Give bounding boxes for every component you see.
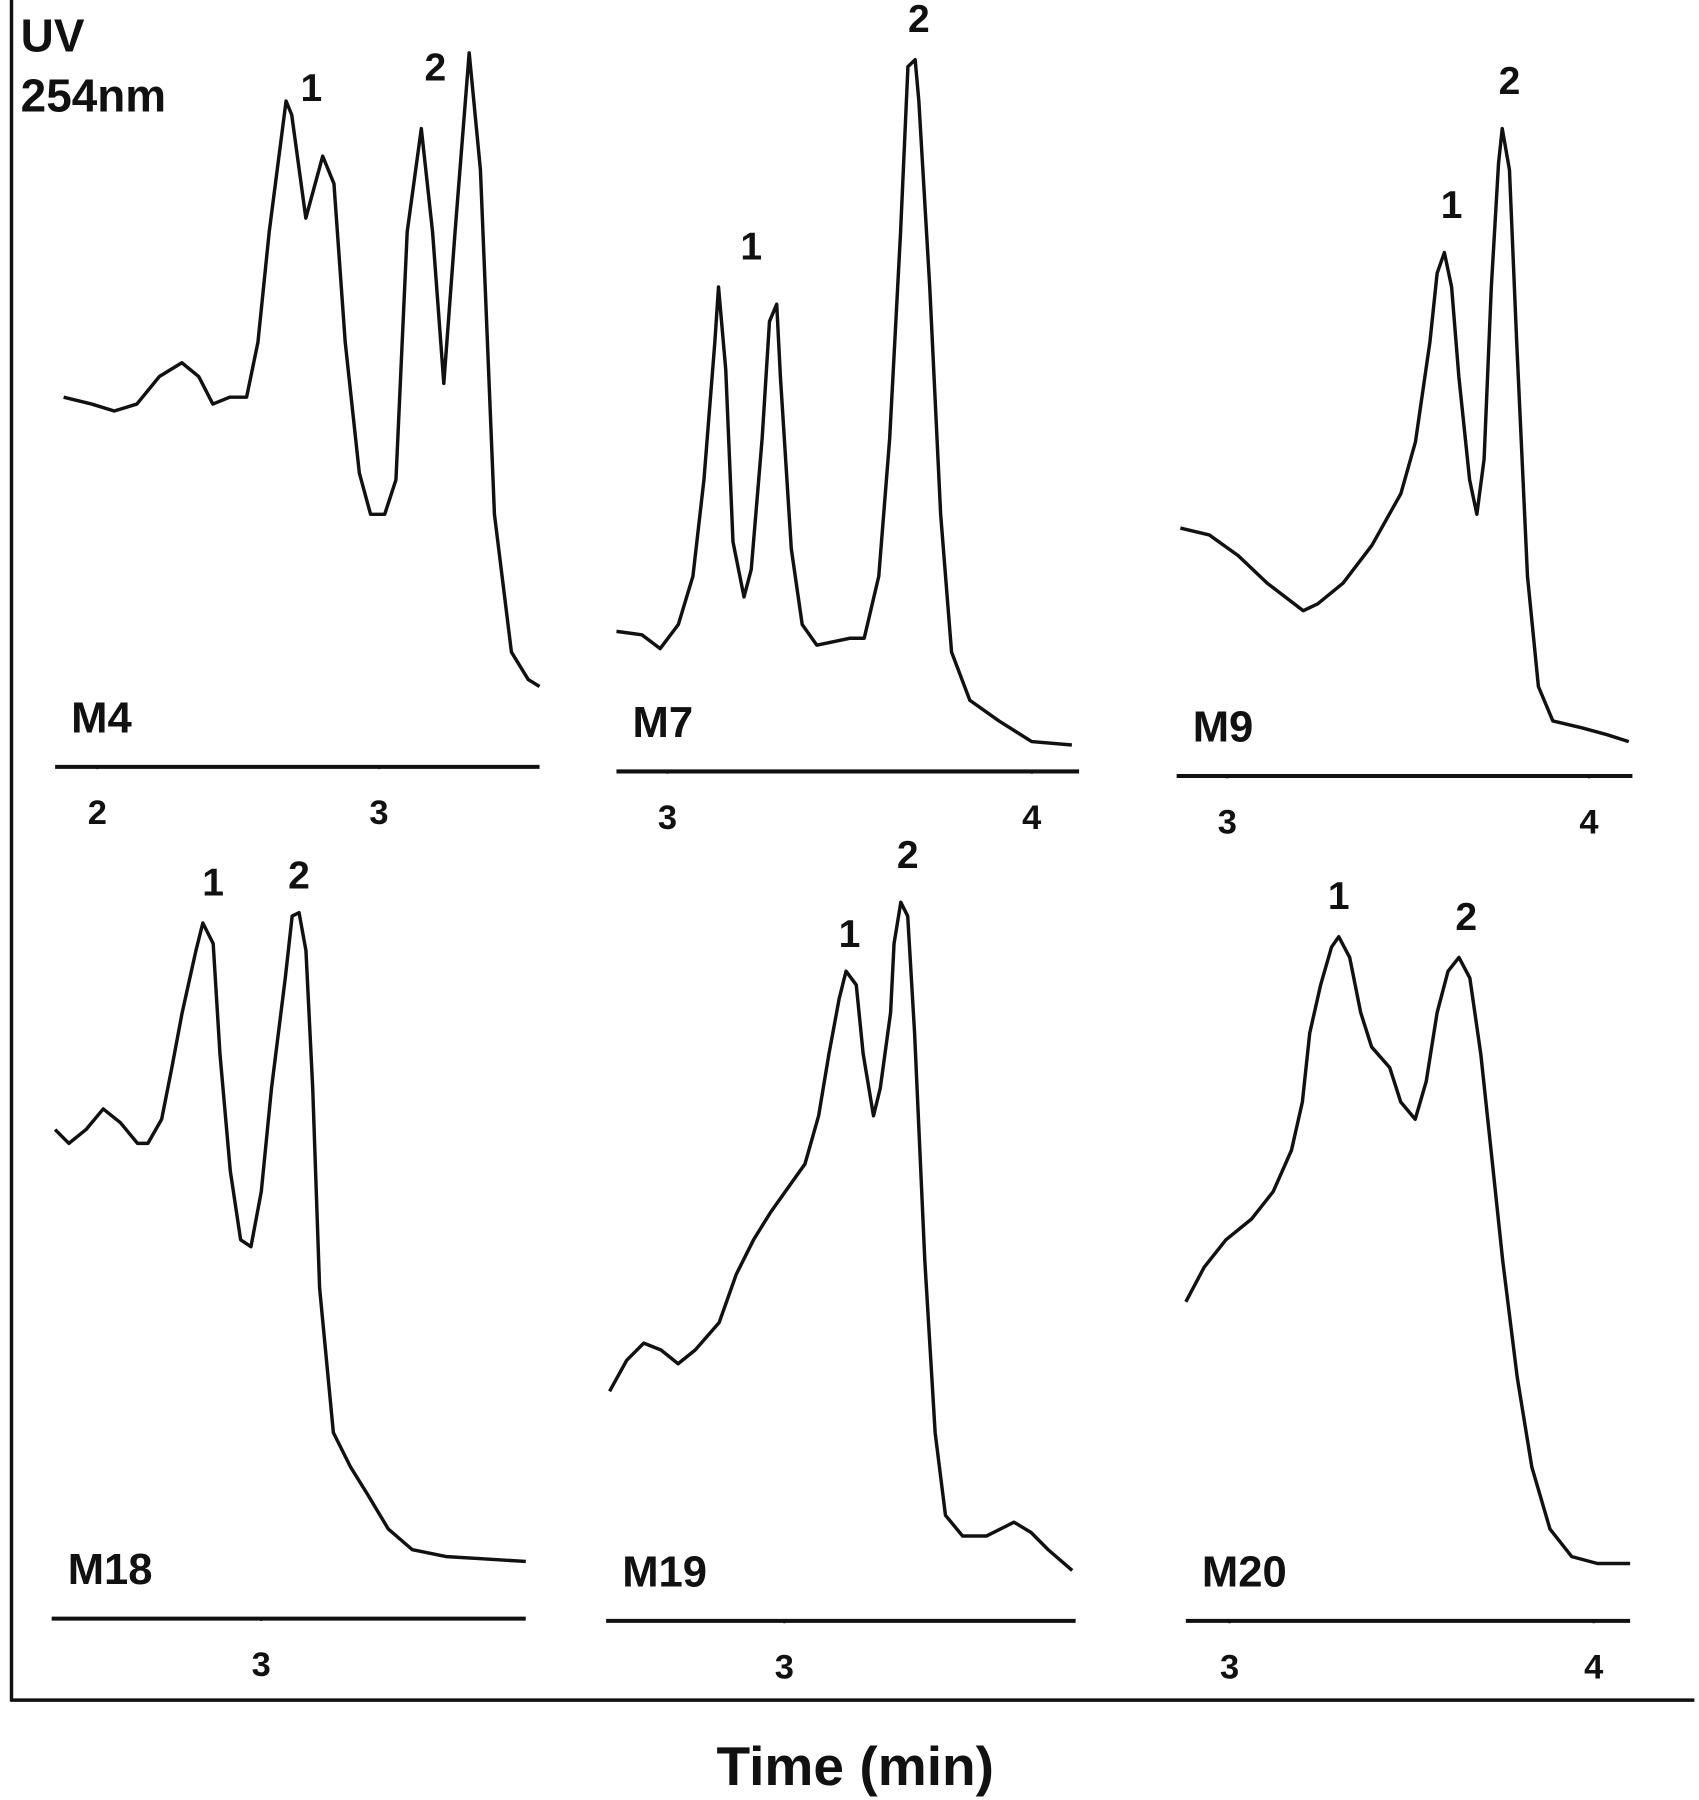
x-label: Time (min): [716, 1735, 994, 1797]
x-tick-label: 3: [369, 794, 388, 832]
panel-label: M20: [1202, 1548, 1287, 1596]
peak-label: 2: [908, 0, 930, 41]
peak-label: 1: [1328, 875, 1350, 918]
x-tick-label: 2: [88, 794, 107, 832]
x-tick-label: 3: [1220, 1648, 1239, 1686]
x-tick-label: 4: [1022, 799, 1041, 837]
panel-label: M7: [633, 699, 694, 747]
trace: [1179, 126, 1630, 744]
peak-label: 1: [1441, 184, 1463, 227]
peak-label: 1: [839, 913, 861, 956]
x-tick-label: 3: [252, 1646, 271, 1684]
trace: [616, 57, 1073, 747]
peak-label: 2: [1455, 896, 1477, 939]
peak-label: 1: [202, 861, 224, 904]
x-tick-label: 4: [1584, 1648, 1603, 1686]
x-tick-label: 3: [1218, 803, 1237, 841]
y-label: UV: [21, 10, 85, 62]
panel-label: M18: [68, 1546, 153, 1594]
peak-label: 2: [288, 855, 310, 898]
trace: [1184, 935, 1631, 1566]
peak-label: 2: [1499, 60, 1521, 103]
trace: [608, 900, 1074, 1572]
trace: [63, 51, 541, 688]
peak-label: 1: [301, 67, 323, 110]
peak-label: 1: [740, 225, 762, 268]
panel-label: M19: [622, 1548, 707, 1596]
panel-label: M9: [1193, 704, 1254, 752]
y-label: 254nm: [21, 69, 166, 121]
peak-label: 2: [897, 834, 919, 877]
x-tick-label: 3: [658, 799, 677, 837]
panel-label: M4: [71, 694, 132, 742]
peak-label: 2: [424, 46, 446, 89]
trace: [53, 910, 526, 1564]
x-tick-label: 3: [775, 1648, 794, 1686]
x-tick-label: 4: [1579, 803, 1598, 841]
